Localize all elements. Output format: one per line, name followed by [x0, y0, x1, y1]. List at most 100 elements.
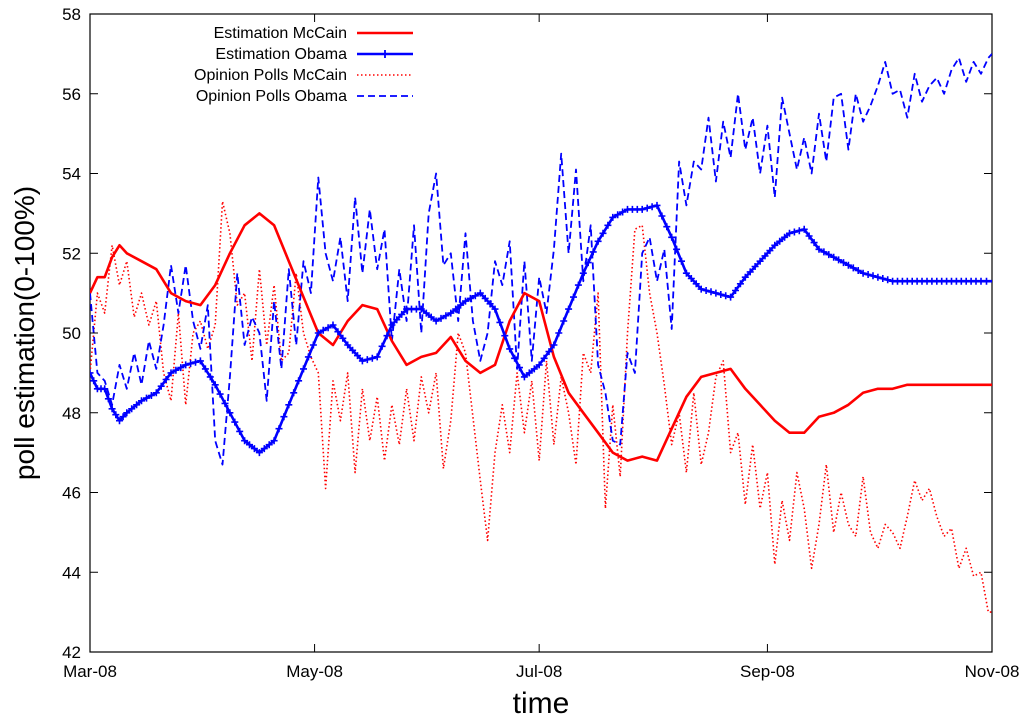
data-point-marker [795, 227, 803, 235]
data-point-marker [815, 245, 823, 253]
data-point-marker [810, 239, 818, 247]
series-line-opinion-polls-obama [90, 53, 992, 466]
data-point-marker [476, 289, 484, 297]
data-point-marker [157, 382, 165, 390]
data-point-marker [280, 413, 288, 421]
data-point-marker [339, 334, 347, 342]
data-point-marker [452, 305, 460, 313]
data-point-marker [550, 341, 558, 349]
data-point-marker [358, 357, 366, 365]
data-point-marker [619, 208, 627, 216]
data-point-marker [717, 291, 725, 298]
data-point-marker [501, 332, 509, 340]
data-point-marker [231, 418, 239, 426]
data-point-marker [211, 381, 219, 389]
data-point-marker [668, 233, 676, 241]
data-point-marker [869, 272, 877, 280]
x-tick-label: Jul-08 [516, 662, 562, 681]
data-point-marker [172, 366, 180, 374]
data-point-marker [378, 342, 386, 350]
data-point-marker [304, 353, 312, 361]
data-point-marker [108, 405, 116, 413]
data-point-marker [417, 305, 425, 313]
data-point-marker [692, 280, 700, 288]
x-tick-label: May-08 [286, 662, 343, 681]
data-point-marker [437, 314, 445, 322]
data-point-marker [516, 364, 523, 372]
data-point-marker [840, 259, 847, 267]
data-point-marker [182, 361, 190, 369]
data-point-marker [849, 264, 857, 272]
data-point-marker [260, 445, 268, 453]
data-point-marker [177, 364, 185, 372]
data-point-marker [447, 309, 455, 317]
y-tick-label: 54 [62, 165, 81, 184]
data-point-marker [270, 437, 278, 445]
data-point-marker [196, 357, 204, 365]
data-point-marker [864, 271, 872, 278]
data-point-marker [462, 297, 469, 305]
data-point-marker [614, 211, 622, 219]
data-point-marker [206, 373, 214, 381]
data-point-marker [653, 201, 661, 209]
data-point-marker [216, 390, 224, 398]
legend: Estimation McCain Estimation Obama Opinion… [194, 25, 413, 105]
data-point-marker [300, 365, 307, 373]
x-tick-label: Nov-08 [965, 662, 1020, 681]
data-point-marker [761, 252, 769, 260]
data-point-marker [854, 267, 862, 274]
data-point-marker [393, 316, 401, 324]
legend-label-estimation-mccain: Estimation McCain [214, 25, 347, 42]
data-point-marker [609, 213, 617, 221]
y-axis-ticks: 42 44 46 48 50 52 54 56 58 [62, 5, 992, 662]
data-point-marker [879, 275, 887, 282]
data-point-marker [525, 369, 533, 377]
data-point-marker [119, 413, 127, 421]
data-point-marker [732, 287, 739, 294]
data-point-marker [241, 437, 249, 445]
data-point-marker [771, 241, 779, 249]
data-point-marker [324, 324, 332, 332]
data-point-marker [530, 365, 538, 373]
x-tick-label: Mar-08 [63, 662, 117, 681]
data-point-marker [506, 345, 514, 353]
x-axis-ticks: Mar-08 May-08 Jul-08 Sep-08 Nov-08 [63, 14, 1019, 681]
y-tick-label: 44 [62, 563, 81, 582]
y-tick-label: 48 [62, 404, 81, 423]
data-point-marker [663, 223, 671, 231]
data-point-marker [751, 263, 759, 270]
legend-label-estimation-obama: Estimation Obama [215, 46, 347, 63]
data-point-marker [128, 405, 136, 413]
x-axis-title: time [513, 687, 570, 720]
data-point-marker [104, 395, 112, 403]
data-point-marker [466, 294, 474, 302]
data-point-marker [756, 257, 764, 265]
data-point-marker [481, 294, 489, 302]
data-point-marker [599, 229, 607, 237]
series-line-estimation-mccain [90, 212, 992, 462]
data-point-marker [741, 273, 749, 281]
data-point-marker [152, 389, 160, 397]
data-point-marker [138, 397, 145, 405]
data-point-marker [545, 348, 553, 356]
data-point-marker [560, 317, 568, 325]
data-point-marker [422, 309, 430, 317]
data-point-marker [255, 449, 263, 457]
data-point-marker [123, 409, 131, 417]
data-point-marker [427, 313, 435, 321]
data-point-marker [162, 376, 170, 383]
y-axis-title: poll estimation(0-100%) [9, 186, 40, 480]
plot-frame [89, 13, 993, 653]
data-point-marker [540, 354, 548, 362]
data-point-marker [133, 401, 141, 409]
data-point-marker [192, 358, 199, 366]
data-point-marker [383, 332, 391, 340]
data-point-marker [334, 328, 342, 336]
data-point-marker [579, 269, 587, 277]
data-point-marker [786, 229, 793, 237]
data-point-marker [329, 321, 337, 329]
data-point-marker [167, 369, 175, 377]
data-point-marker [442, 312, 450, 320]
data-point-marker [781, 233, 789, 241]
data-point-marker [388, 321, 396, 329]
